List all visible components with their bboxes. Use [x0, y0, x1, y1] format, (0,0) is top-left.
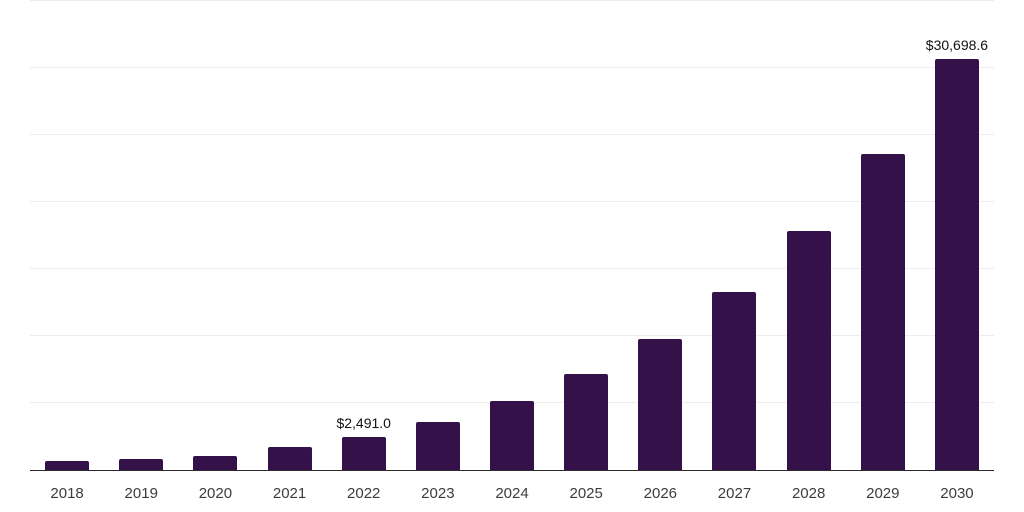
x-tick-2028: 2028 — [791, 485, 826, 502]
value-label-2022: $2,491.0 — [336, 414, 391, 431]
bar-slot-2026 — [623, 0, 697, 470]
bar-2018 — [45, 461, 90, 470]
plot-area: $2,491.0 $30,698.6 — [30, 0, 994, 471]
bar-slot-2023 — [401, 0, 475, 470]
bar-slot-2027 — [697, 0, 771, 470]
x-tick-2025: 2025 — [569, 485, 603, 502]
x-tick-2021: 2021 — [272, 485, 307, 502]
x-tick-2027: 2027 — [717, 485, 752, 502]
x-tick-2030: 2030 — [940, 485, 974, 502]
gridline-15000 — [30, 268, 994, 269]
bar-2028 — [786, 231, 831, 470]
x-tick-2026: 2026 — [643, 485, 678, 502]
bar-slot-2030: $30,698.6 — [920, 0, 994, 470]
x-tick-2029: 2029 — [866, 485, 900, 502]
x-tick-2018: 2018 — [50, 485, 84, 502]
x-tick-2023: 2023 — [421, 485, 455, 502]
gridline-20000 — [30, 201, 994, 202]
bar-slot-2019 — [104, 0, 178, 470]
x-axis: 2018 2019 2020 2021 2022 2023 2024 2025 2026 2027… — [30, 471, 994, 501]
bar-slot-2028 — [772, 0, 846, 470]
bar-slot-2022: $2,491.0 — [327, 0, 401, 470]
bar-2024 — [490, 401, 535, 470]
bar-slot-2029 — [846, 0, 920, 470]
bar-2022 — [341, 436, 386, 470]
bar-2027 — [712, 292, 757, 470]
bar-slot-2018 — [30, 0, 104, 470]
x-axis-line — [30, 469, 994, 471]
bar-2020 — [193, 455, 238, 470]
bar-2025 — [564, 374, 609, 470]
bar-slots: $2,491.0 $30,698.6 — [30, 0, 994, 470]
gridline-35000 — [30, 0, 994, 1]
x-tick-2020: 2020 — [198, 485, 233, 502]
bar-2029 — [860, 154, 905, 470]
gridline-25000 — [30, 134, 994, 135]
bar-2026 — [638, 339, 683, 470]
bar-slot-2021 — [252, 0, 326, 470]
value-label-2030: $30,698.6 — [925, 36, 989, 53]
x-tick-2024: 2024 — [495, 485, 529, 502]
x-tick-2022: 2022 — [347, 485, 381, 502]
bar-2021 — [267, 447, 312, 470]
bar-2030 — [934, 58, 979, 470]
gridline-30000 — [30, 67, 994, 68]
gridline-10000 — [30, 335, 994, 336]
bar-slot-2020 — [178, 0, 252, 470]
bar-slot-2024 — [475, 0, 549, 470]
x-tick-2019: 2019 — [124, 485, 158, 502]
bar-2023 — [415, 422, 460, 470]
bar-2019 — [119, 458, 164, 470]
bar-slot-2025 — [549, 0, 623, 470]
